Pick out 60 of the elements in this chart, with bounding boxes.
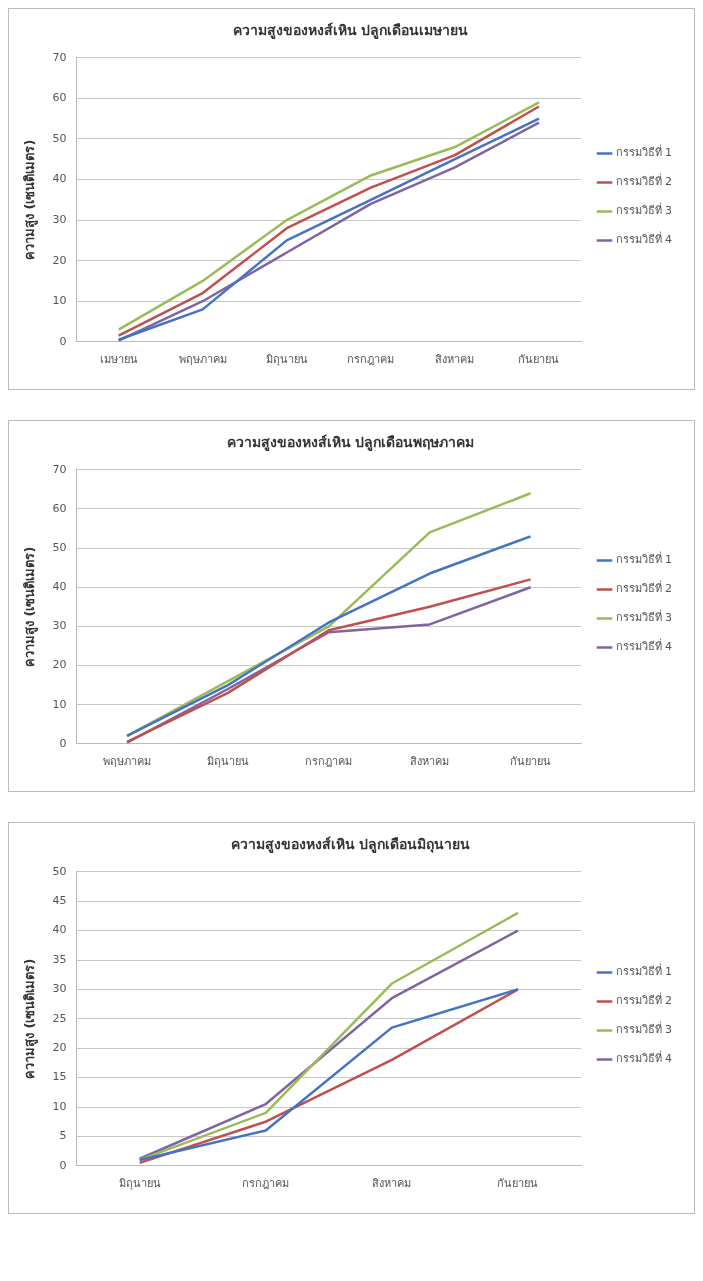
y-axis-title: ความสูง (เซนติเมตร): [22, 958, 39, 1080]
x-tick-label: มิถุนายน: [206, 755, 249, 769]
x-tick-label: กันยายน: [510, 755, 552, 769]
x-tick-label: สิงหาคม: [435, 353, 475, 367]
y-tick-label: 0: [59, 736, 67, 750]
chart-title: ความสูงของหงส์เหิน ปลูกเดือนมิถุนายน: [230, 836, 471, 854]
y-tick-label: 5: [59, 1129, 67, 1143]
y-tick-label: 40: [52, 580, 67, 594]
y-tick-label: 10: [52, 294, 67, 308]
y-tick-label: 0: [59, 1158, 67, 1172]
x-tick-label: กรกฎาคม: [242, 1177, 290, 1191]
chart-title: ความสูงของหงส์เหิน ปลูกเดือนพฤษภาคม: [226, 434, 475, 452]
y-tick-label: 40: [52, 172, 67, 186]
legend-label: กรรมวิธีที่ 2: [615, 992, 672, 1008]
y-tick-label: 70: [52, 50, 67, 64]
y-tick-label: 40: [52, 923, 67, 937]
legend-label: กรรมวิธีที่ 3: [615, 1021, 672, 1037]
y-axis-title: ความสูง (เซนติเมตร): [22, 139, 39, 261]
legend-label: กรรมวิธีที่ 4: [615, 231, 672, 247]
x-tick-label: พฤษภาคม: [103, 755, 152, 769]
y-tick-label: 20: [52, 1041, 67, 1055]
y-tick-label: 0: [59, 334, 67, 348]
x-tick-label: กันยายน: [497, 1177, 539, 1191]
y-tick-label: 30: [52, 619, 67, 633]
y-tick-label: 30: [52, 212, 67, 226]
x-tick-label: กรกฎาคม: [305, 755, 353, 769]
x-tick-label: สิงหาคม: [372, 1177, 412, 1191]
legend-label: กรรมวิธีที่ 3: [615, 609, 672, 625]
y-tick-label: 45: [52, 894, 67, 908]
x-tick-label: เมษายน: [99, 353, 138, 367]
legend-label: กรรมวิธีที่ 2: [615, 173, 672, 189]
y-axis-title: ความสูง (เซนติเมตร): [22, 546, 39, 668]
chart-title: ความสูงของหงส์เหิน ปลูกเดือนเมษายน: [232, 22, 469, 40]
y-tick-label: 35: [52, 952, 67, 966]
x-tick-label: มิถุนายน: [265, 353, 308, 367]
y-tick-label: 50: [52, 131, 67, 145]
x-tick-label: พฤษภาคม: [178, 353, 227, 367]
x-tick-label: สิงหาคม: [410, 755, 450, 769]
y-tick-label: 10: [52, 1099, 67, 1113]
y-tick-label: 10: [52, 697, 67, 711]
y-tick-label: 60: [52, 501, 67, 515]
legend-label: กรรมวิธีที่ 3: [615, 202, 672, 218]
y-tick-label: 20: [52, 253, 67, 267]
y-tick-label: 30: [52, 982, 67, 996]
y-tick-label: 60: [52, 91, 67, 105]
y-tick-label: 25: [52, 1011, 67, 1025]
y-tick-label: 70: [52, 462, 67, 476]
y-tick-label: 50: [52, 864, 67, 878]
legend-label: กรรมวิธีที่ 1: [615, 963, 672, 979]
x-tick-label: มิถุนายน: [118, 1177, 161, 1191]
y-tick-label: 20: [52, 658, 67, 672]
legend-label: กรรมวิธีที่ 1: [615, 551, 672, 567]
legend-label: กรรมวิธีที่ 4: [615, 1050, 672, 1066]
legend-label: กรรมวิธีที่ 4: [615, 638, 672, 654]
y-tick-label: 15: [52, 1070, 67, 1084]
legend-label: กรรมวิธีที่ 2: [615, 580, 672, 596]
x-tick-label: กันยายน: [518, 353, 560, 367]
y-tick-label: 50: [52, 540, 67, 554]
x-tick-label: กรกฎาคม: [347, 353, 395, 367]
legend-label: กรรมวิธีที่ 1: [615, 144, 672, 160]
